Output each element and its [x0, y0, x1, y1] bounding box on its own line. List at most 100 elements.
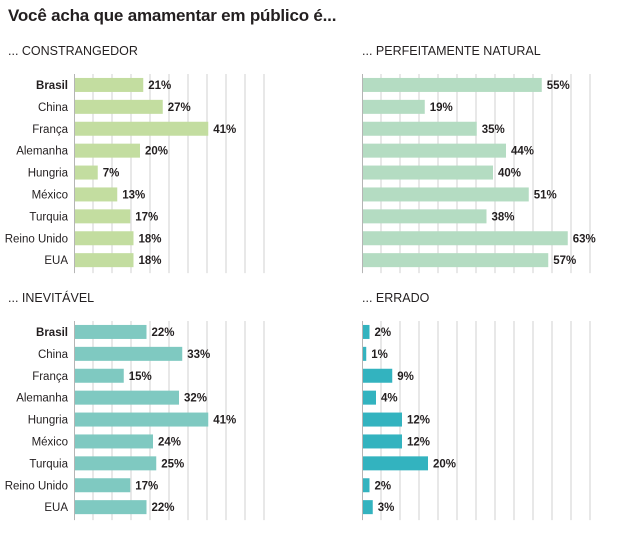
value-label: 21% [148, 80, 171, 92]
panel-perfeitamente-natural: ... PERFEITAMENTE NATURAL 55% 19% 35% 44% 40… [362, 44, 620, 284]
bar [75, 253, 134, 268]
category-label: Brasil [36, 80, 68, 92]
panel-title: ... PERFEITAMENTE NATURAL [362, 44, 541, 58]
value-label: 35% [482, 124, 505, 136]
bar [363, 165, 493, 180]
bar [363, 368, 393, 383]
category-label: Alemanha [16, 393, 68, 405]
category-label: México [32, 436, 68, 448]
bar [75, 324, 147, 339]
bar [363, 500, 373, 515]
value-label: 40% [498, 168, 521, 180]
value-label: 44% [511, 146, 534, 158]
value-label: 25% [161, 458, 184, 470]
value-label: 22% [152, 327, 175, 339]
bar [75, 187, 118, 202]
category-label: EUA [44, 502, 68, 514]
category-label: Hungria [28, 168, 69, 180]
value-label: 2% [375, 327, 392, 339]
value-label: 13% [122, 189, 145, 201]
value-label: 1% [371, 349, 388, 361]
panel-title: ... ERRADO [362, 291, 430, 305]
category-label: Turquia [29, 211, 68, 223]
value-label: 41% [213, 415, 236, 427]
value-label: 12% [407, 436, 430, 448]
value-label: 63% [573, 233, 596, 245]
category-label: China [38, 349, 69, 361]
panel-title: ... INEVITÁVEL [8, 291, 95, 305]
bar [75, 412, 209, 427]
value-label: 18% [139, 233, 162, 245]
bar [363, 77, 542, 92]
value-label: 19% [430, 102, 453, 114]
bar [75, 478, 131, 493]
bar [75, 231, 134, 246]
value-label: 2% [375, 480, 392, 492]
panel-inevitavel: ... INEVITÁVEL Brasil 22% China 33% França 15… [5, 291, 308, 531]
bar [363, 324, 370, 339]
panel-errado: ... ERRADO 2% 1% 9% 4% 12% 12% 20% 2% 3% [362, 291, 620, 531]
category-label: França [32, 124, 68, 136]
bar [363, 478, 370, 493]
value-label: 41% [213, 124, 236, 136]
bar [75, 209, 131, 224]
bar [75, 368, 124, 383]
bar-chart-errado: 2%1%9%4%12%12%20%2%3% [362, 321, 591, 521]
value-label: 24% [158, 436, 181, 448]
category-label: Reino Unido [5, 480, 68, 492]
bar [75, 143, 140, 158]
value-label: 20% [145, 146, 168, 158]
bar [363, 187, 529, 202]
panel-constrangedor: ... CONSTRANGEDOR Brasil 21% China 27% Franç… [5, 44, 308, 284]
bar-chart-constrangedor: Brasil 21% China 27% França 41% Alemanha 20% Hun… [5, 74, 265, 274]
value-label: 7% [103, 168, 120, 180]
bar [363, 434, 402, 449]
category-label: Brasil [36, 327, 68, 339]
value-label: 9% [397, 371, 414, 383]
bar [363, 121, 477, 136]
bar [75, 500, 147, 515]
value-label: 33% [187, 349, 210, 361]
category-label: Turquia [29, 458, 68, 470]
category-label: Reino Unido [5, 233, 68, 245]
value-label: 32% [184, 393, 207, 405]
value-label: 38% [492, 211, 515, 223]
value-label: 51% [534, 189, 557, 201]
bar [363, 456, 428, 471]
category-label: Hungria [28, 415, 69, 427]
value-label: 18% [139, 255, 162, 267]
panel-title: ... CONSTRANGEDOR [8, 44, 138, 58]
bar [75, 165, 98, 180]
bar [363, 231, 568, 246]
category-label: França [32, 371, 68, 383]
bar [363, 412, 402, 427]
bar [363, 143, 506, 158]
page-title: Você acha que amamentar em público é... [8, 6, 337, 25]
bar [363, 209, 487, 224]
bar [75, 77, 144, 92]
category-label: México [32, 189, 68, 201]
value-label: 20% [433, 458, 456, 470]
value-label: 17% [135, 211, 158, 223]
bar-chart-inevitavel: Brasil 22% China 33% França 15% Alemanha 32% Hun… [5, 321, 265, 521]
bar-chart-perfeitamente-natural: 55% 19% 35% 44% 40% 51% 38% 63% 57% [362, 74, 596, 274]
value-label: 57% [553, 255, 576, 267]
bar [363, 390, 376, 405]
value-label: 17% [135, 480, 158, 492]
value-label: 55% [547, 80, 570, 92]
bar [363, 253, 549, 268]
value-label: 27% [168, 102, 191, 114]
value-label: 12% [407, 415, 430, 427]
value-label: 22% [152, 502, 175, 514]
bar [75, 121, 209, 136]
bar [75, 390, 179, 405]
value-label: 15% [129, 371, 152, 383]
category-label: EUA [44, 255, 68, 267]
bar [75, 456, 157, 471]
bar [363, 99, 425, 114]
value-label: 3% [378, 502, 395, 514]
value-label: 4% [381, 393, 398, 405]
bar [363, 346, 367, 361]
category-label: China [38, 102, 69, 114]
bar [75, 99, 163, 114]
